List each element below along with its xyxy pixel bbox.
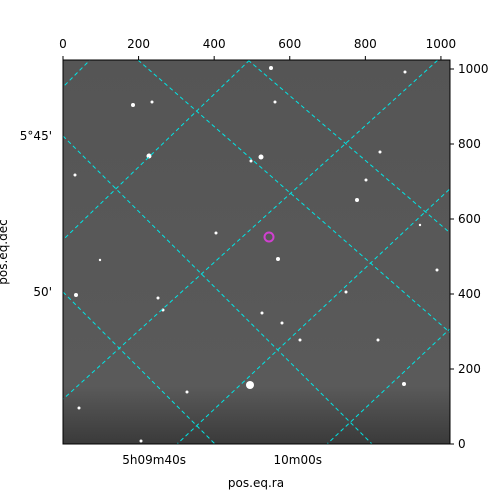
y-tick-label: 400 [458, 287, 481, 301]
dec-tick-label: 5°45' [20, 129, 52, 143]
y-tick-label: 800 [458, 137, 481, 151]
y-tick-label: 600 [458, 212, 481, 226]
plot-frame [62, 59, 451, 445]
x-axis-label: pos.eq.ra [228, 476, 284, 490]
x-tick-label: 800 [354, 37, 377, 51]
x-tick-label: 600 [278, 37, 301, 51]
wcs-grid-line [63, 60, 439, 400]
wcs-grid-line [63, 291, 216, 444]
y-tick-label: 1000 [458, 62, 489, 76]
wcs-grid-line [176, 188, 450, 444]
y-tick-label: 200 [458, 362, 481, 376]
target-marker [263, 231, 275, 243]
wcs-grid-line [63, 60, 251, 241]
wcs-grid-line [137, 60, 450, 334]
wcs-grid-line [63, 135, 373, 444]
y-tick-label: 0 [458, 437, 466, 451]
wcs-grid-line [326, 328, 450, 444]
x-tick-label: 1000 [426, 37, 457, 51]
x-tick-label: 200 [127, 37, 150, 51]
y-axis-label: pos.eq.dec [0, 219, 10, 284]
sky-image [63, 60, 450, 444]
wcs-grid [63, 60, 450, 444]
x-tick-label: 0 [59, 37, 67, 51]
x-tick-label: 400 [203, 37, 226, 51]
ra-tick-label: 5h09m40s [122, 453, 186, 467]
dec-tick-label: 50' [33, 285, 52, 299]
wcs-grid-line [63, 60, 91, 88]
stars [73, 66, 439, 443]
ra-tick-label: 10m00s [274, 453, 322, 467]
